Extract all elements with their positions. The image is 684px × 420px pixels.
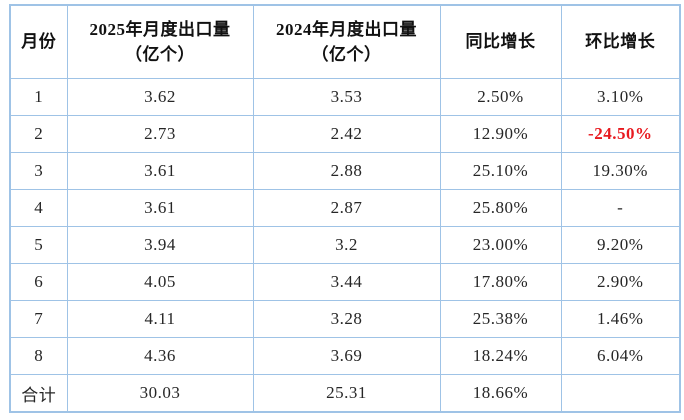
header-month: 月份 — [9, 4, 68, 79]
cell-yoy: 18.24% — [439, 337, 562, 375]
cell-2025: 4.05 — [66, 263, 254, 301]
monthly-export-table: 月份 2025年月度出口量 （亿个） 2024年月度出口量 （亿个） 同比增长 环比… — [9, 4, 681, 413]
cell-mom: 3.10% — [560, 78, 681, 116]
header-2025-volume: 2025年月度出口量 （亿个） — [66, 4, 254, 79]
cell-mom-total — [560, 374, 681, 413]
cell-2025: 3.61 — [66, 189, 254, 227]
header-row: 月份 2025年月度出口量 （亿个） 2024年月度出口量 （亿个） 同比增长 环比… — [9, 4, 681, 79]
cell-2024: 3.2 — [252, 226, 441, 264]
cell-yoy: 23.00% — [439, 226, 562, 264]
table-row-total: 合计 30.03 25.31 18.66% — [9, 374, 681, 413]
table-body: 1 3.62 3.53 2.50% 3.10% 2 2.73 2.42 12.9… — [9, 78, 681, 413]
cell-2024-total: 25.31 — [252, 374, 441, 413]
table-row: 8 4.36 3.69 18.24% 6.04% — [9, 337, 681, 375]
table-row: 7 4.11 3.28 25.38% 1.46% — [9, 300, 681, 338]
cell-mom: 19.30% — [560, 152, 681, 190]
cell-yoy: 25.80% — [439, 189, 562, 227]
table-header: 月份 2025年月度出口量 （亿个） 2024年月度出口量 （亿个） 同比增长 环比… — [9, 4, 681, 79]
cell-yoy: 12.90% — [439, 115, 562, 153]
table-row: 1 3.62 3.53 2.50% 3.10% — [9, 78, 681, 116]
cell-2025: 2.73 — [66, 115, 254, 153]
cell-2024: 2.87 — [252, 189, 441, 227]
cell-mom: 9.20% — [560, 226, 681, 264]
cell-2024: 2.88 — [252, 152, 441, 190]
cell-2025: 4.11 — [66, 300, 254, 338]
cell-2024: 3.28 — [252, 300, 441, 338]
cell-2025: 3.61 — [66, 152, 254, 190]
cell-yoy: 2.50% — [439, 78, 562, 116]
table-row: 5 3.94 3.2 23.00% 9.20% — [9, 226, 681, 264]
cell-mom: 1.46% — [560, 300, 681, 338]
cell-2024: 3.53 — [252, 78, 441, 116]
cell-yoy: 25.10% — [439, 152, 562, 190]
cell-month: 3 — [9, 152, 68, 190]
cell-month: 2 — [9, 115, 68, 153]
table-row: 2 2.73 2.42 12.90% -24.50% — [9, 115, 681, 153]
cell-month: 6 — [9, 263, 68, 301]
cell-2024: 3.69 — [252, 337, 441, 375]
cell-2025: 3.62 — [66, 78, 254, 116]
cell-month: 5 — [9, 226, 68, 264]
table-row: 4 3.61 2.87 25.80% - — [9, 189, 681, 227]
header-month-label: 月份 — [21, 32, 57, 52]
header-mom-growth: 环比增长 — [560, 4, 681, 79]
cell-month: 8 — [9, 337, 68, 375]
cell-mom: 6.04% — [560, 337, 681, 375]
cell-mom: 2.90% — [560, 263, 681, 301]
export-volume-table-container: 月份 2025年月度出口量 （亿个） 2024年月度出口量 （亿个） 同比增长 环比… — [9, 4, 681, 413]
cell-2024: 3.44 — [252, 263, 441, 301]
cell-month: 4 — [9, 189, 68, 227]
table-row: 6 4.05 3.44 17.80% 2.90% — [9, 263, 681, 301]
cell-month: 1 — [9, 78, 68, 116]
header-yoy-growth: 同比增长 — [439, 4, 562, 79]
cell-2025: 3.94 — [66, 226, 254, 264]
cell-mom-negative: -24.50% — [560, 115, 681, 153]
table-row: 3 3.61 2.88 25.10% 19.30% — [9, 152, 681, 190]
cell-month-total: 合计 — [9, 374, 68, 413]
cell-yoy: 17.80% — [439, 263, 562, 301]
cell-2024: 2.42 — [252, 115, 441, 153]
cell-mom: - — [560, 189, 681, 227]
cell-2025-total: 30.03 — [66, 374, 254, 413]
cell-month: 7 — [9, 300, 68, 338]
header-2024-volume: 2024年月度出口量 （亿个） — [252, 4, 441, 79]
cell-2025: 4.36 — [66, 337, 254, 375]
cell-yoy-total: 18.66% — [439, 374, 562, 413]
cell-yoy: 25.38% — [439, 300, 562, 338]
